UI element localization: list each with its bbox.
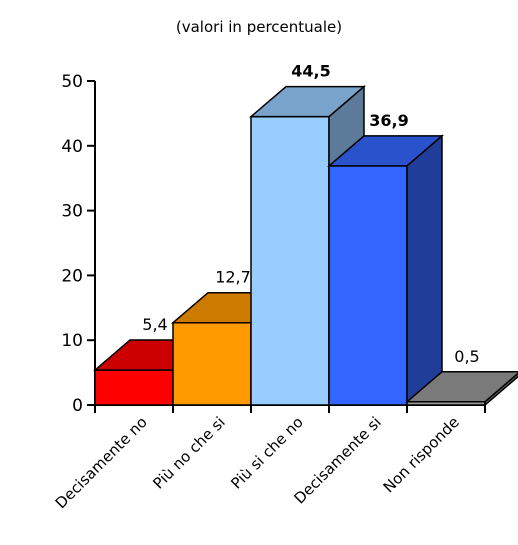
y-tick-label: 10 xyxy=(61,331,83,351)
bar-top xyxy=(404,371,518,403)
y-tick-label: 50 xyxy=(61,72,83,92)
data-label: 5,4 xyxy=(142,315,167,334)
bar-front xyxy=(328,165,408,406)
data-label: 12,7 xyxy=(215,268,251,287)
y-tick-label: 0 xyxy=(72,396,83,416)
bar-front xyxy=(172,321,252,406)
chart-subtitle: (valori in percentuale) xyxy=(175,18,343,36)
bar-side xyxy=(406,134,443,407)
y-tick-label: 20 xyxy=(61,266,83,286)
x-tick-label: Più no che si xyxy=(149,413,228,492)
data-label: 44,5 xyxy=(291,62,330,81)
data-label: 36,9 xyxy=(369,111,408,130)
bar-front xyxy=(94,369,174,406)
y-tick-label: 30 xyxy=(61,202,83,222)
x-tick-label: Non risponde xyxy=(380,413,463,496)
x-tick-label: Decisamente no xyxy=(52,413,151,512)
x-tick-label: Più si che no xyxy=(227,413,306,492)
bar-front xyxy=(250,115,330,406)
data-label: 0,5 xyxy=(454,347,479,366)
bar-side xyxy=(484,372,518,407)
y-tick-label: 40 xyxy=(61,137,83,157)
